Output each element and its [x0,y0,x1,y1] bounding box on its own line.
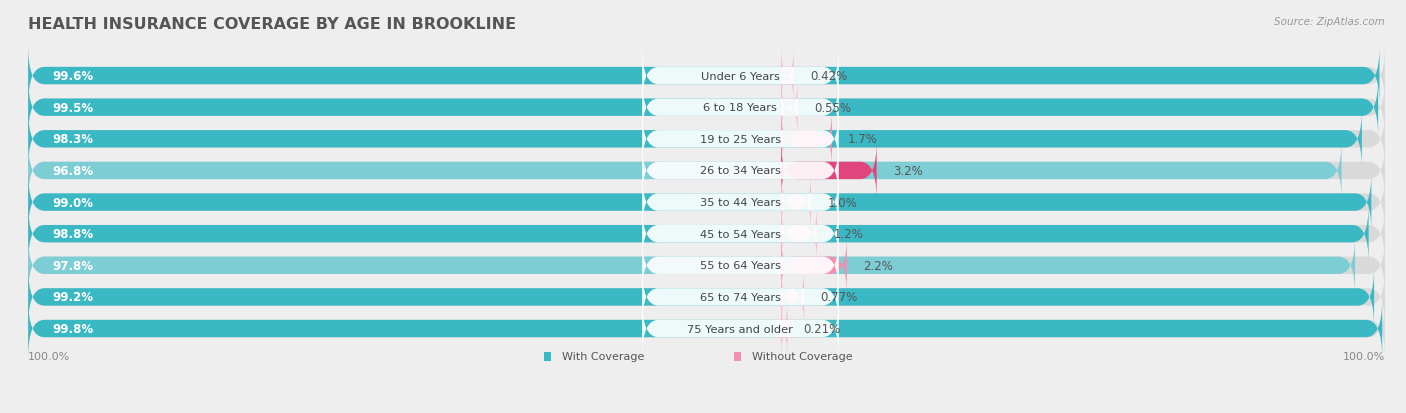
FancyBboxPatch shape [643,237,839,295]
FancyBboxPatch shape [28,237,1355,295]
FancyBboxPatch shape [28,173,1385,232]
FancyBboxPatch shape [782,268,804,326]
FancyBboxPatch shape [643,268,839,326]
FancyBboxPatch shape [778,47,797,106]
Text: 1.0%: 1.0% [827,196,858,209]
Text: 0.21%: 0.21% [804,322,841,335]
FancyBboxPatch shape [28,268,1385,326]
Text: 45 to 54 Years: 45 to 54 Years [700,229,780,239]
FancyBboxPatch shape [770,299,797,358]
FancyBboxPatch shape [28,142,1341,200]
Text: 99.0%: 99.0% [52,196,94,209]
Text: 26 to 34 Years: 26 to 34 Years [700,166,780,176]
FancyBboxPatch shape [782,173,811,232]
Text: 99.2%: 99.2% [52,291,94,304]
Text: 1.2%: 1.2% [834,228,863,241]
Text: 0.42%: 0.42% [810,70,848,83]
FancyBboxPatch shape [643,142,839,200]
FancyBboxPatch shape [28,299,1382,358]
FancyBboxPatch shape [782,205,817,263]
FancyBboxPatch shape [643,205,839,263]
Text: 97.8%: 97.8% [52,259,94,272]
Text: Source: ZipAtlas.com: Source: ZipAtlas.com [1274,17,1385,26]
FancyBboxPatch shape [28,79,1385,137]
FancyBboxPatch shape [28,79,1378,137]
FancyBboxPatch shape [734,352,741,361]
FancyBboxPatch shape [28,173,1371,232]
FancyBboxPatch shape [28,205,1368,263]
FancyBboxPatch shape [28,268,1374,326]
Text: 98.3%: 98.3% [52,133,94,146]
Text: 100.0%: 100.0% [1343,351,1385,361]
Text: With Coverage: With Coverage [562,351,644,361]
FancyBboxPatch shape [782,142,877,200]
FancyBboxPatch shape [28,237,1385,295]
Text: 99.6%: 99.6% [52,70,94,83]
Text: Without Coverage: Without Coverage [752,351,852,361]
FancyBboxPatch shape [28,47,1385,106]
FancyBboxPatch shape [28,299,1385,358]
FancyBboxPatch shape [28,142,1385,200]
Text: 1.7%: 1.7% [848,133,877,146]
FancyBboxPatch shape [643,47,839,106]
Text: 100.0%: 100.0% [28,351,70,361]
Text: 99.5%: 99.5% [52,102,94,114]
FancyBboxPatch shape [28,110,1385,169]
Text: 65 to 74 Years: 65 to 74 Years [700,292,780,302]
Text: 98.8%: 98.8% [52,228,94,241]
Text: HEALTH INSURANCE COVERAGE BY AGE IN BROOKLINE: HEALTH INSURANCE COVERAGE BY AGE IN BROO… [28,17,516,31]
FancyBboxPatch shape [28,205,1385,263]
FancyBboxPatch shape [28,110,1362,169]
Text: 6 to 18 Years: 6 to 18 Years [703,103,778,113]
Text: 0.77%: 0.77% [821,291,858,304]
FancyBboxPatch shape [782,110,832,169]
Text: 35 to 44 Years: 35 to 44 Years [700,197,780,208]
Text: 96.8%: 96.8% [52,164,94,178]
FancyBboxPatch shape [782,79,797,137]
Text: 2.2%: 2.2% [863,259,893,272]
Text: 55 to 64 Years: 55 to 64 Years [700,261,780,271]
Text: 0.55%: 0.55% [814,102,851,114]
FancyBboxPatch shape [643,173,839,232]
FancyBboxPatch shape [544,352,551,361]
Text: 99.8%: 99.8% [52,322,94,335]
Text: 3.2%: 3.2% [893,164,922,178]
Text: 19 to 25 Years: 19 to 25 Years [700,135,780,145]
Text: Under 6 Years: Under 6 Years [702,71,780,81]
FancyBboxPatch shape [643,79,839,137]
FancyBboxPatch shape [643,299,839,358]
FancyBboxPatch shape [643,110,839,169]
Text: 75 Years and older: 75 Years and older [688,324,793,334]
FancyBboxPatch shape [782,237,846,295]
FancyBboxPatch shape [28,47,1379,106]
